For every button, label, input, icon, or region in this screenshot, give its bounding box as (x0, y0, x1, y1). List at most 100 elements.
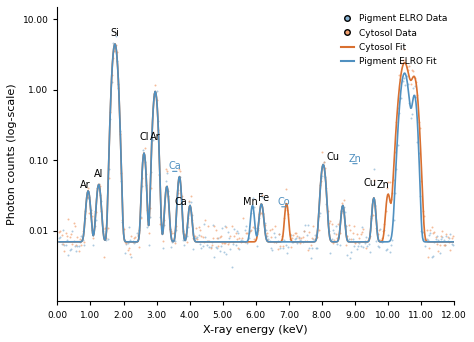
Point (366, 249, 374, 255)
Legend: Pigment ELRO Data, Cytosol Data, Cytosol Fit, Pigment ELRO Fit: Pigment ELRO Data, Cytosol Data, Cytosol… (338, 12, 450, 69)
Point (373, 225, 380, 231)
Point (423, 227, 430, 233)
Point (267, 246, 275, 251)
Point (219, 240, 226, 246)
Point (371, 203, 379, 208)
Point (112, 33, 119, 39)
Point (318, 175, 325, 180)
Point (257, 210, 264, 215)
Point (93, 186, 101, 191)
Point (75, 244, 82, 249)
Text: Zn: Zn (348, 154, 361, 163)
Point (242, 223, 250, 228)
Point (171, 240, 179, 245)
Point (101, 225, 109, 231)
Point (254, 227, 262, 233)
Point (270, 239, 278, 245)
Point (92, 209, 100, 214)
Point (199, 243, 206, 248)
Point (240, 216, 247, 221)
Point (324, 208, 331, 213)
Point (318, 178, 325, 183)
Point (203, 238, 210, 244)
Point (139, 152, 147, 157)
Point (227, 246, 234, 252)
Point (336, 231, 343, 236)
Point (70, 239, 77, 244)
Point (166, 226, 173, 232)
Point (134, 233, 142, 238)
Point (132, 239, 139, 245)
Point (198, 245, 205, 251)
Point (373, 238, 380, 244)
Text: Mn: Mn (244, 197, 258, 207)
Point (124, 240, 131, 246)
Point (155, 171, 163, 176)
Point (249, 195, 256, 201)
Point (299, 239, 307, 245)
Point (437, 234, 445, 239)
Point (67, 231, 75, 237)
Point (410, 68, 417, 74)
Point (144, 208, 151, 213)
Point (384, 232, 392, 237)
Point (382, 247, 390, 252)
Point (246, 229, 254, 234)
Point (217, 243, 225, 248)
Y-axis label: Photon counts (log-scale): Photon counts (log-scale) (7, 83, 17, 225)
Point (282, 186, 290, 192)
Point (392, 166, 400, 171)
Point (116, 131, 123, 137)
Point (234, 230, 242, 236)
Point (437, 237, 445, 242)
Point (337, 210, 345, 215)
Point (150, 91, 158, 96)
Point (203, 243, 210, 248)
Point (327, 250, 334, 256)
Point (242, 230, 250, 235)
Point (349, 230, 356, 236)
Point (163, 169, 171, 174)
Point (191, 233, 199, 239)
Point (367, 213, 375, 219)
Point (179, 228, 187, 234)
Point (444, 239, 451, 244)
Point (377, 237, 384, 242)
Point (310, 237, 317, 242)
Point (303, 238, 310, 244)
Point (187, 199, 194, 204)
Point (56, 234, 64, 240)
Point (420, 213, 428, 219)
Point (162, 167, 170, 172)
Point (175, 166, 182, 172)
Point (431, 239, 438, 245)
Point (278, 236, 285, 241)
Point (361, 240, 368, 246)
Point (204, 223, 212, 228)
Point (127, 251, 134, 256)
Point (310, 224, 317, 229)
Point (210, 235, 217, 241)
Point (401, 47, 408, 52)
Text: Ar: Ar (150, 132, 160, 142)
Point (164, 188, 172, 194)
Point (150, 93, 158, 98)
Point (316, 210, 324, 216)
Point (257, 191, 264, 196)
Point (188, 212, 196, 218)
Point (68, 228, 76, 233)
Point (415, 119, 422, 125)
Point (291, 237, 299, 242)
Point (212, 244, 219, 250)
Point (87, 208, 94, 213)
Text: Cl: Cl (139, 132, 149, 142)
Point (181, 232, 188, 237)
Point (118, 220, 126, 225)
Point (73, 248, 80, 253)
Point (176, 175, 184, 180)
Point (288, 236, 296, 241)
Point (425, 233, 433, 238)
Point (58, 241, 65, 246)
Point (438, 228, 446, 234)
Point (370, 166, 378, 172)
